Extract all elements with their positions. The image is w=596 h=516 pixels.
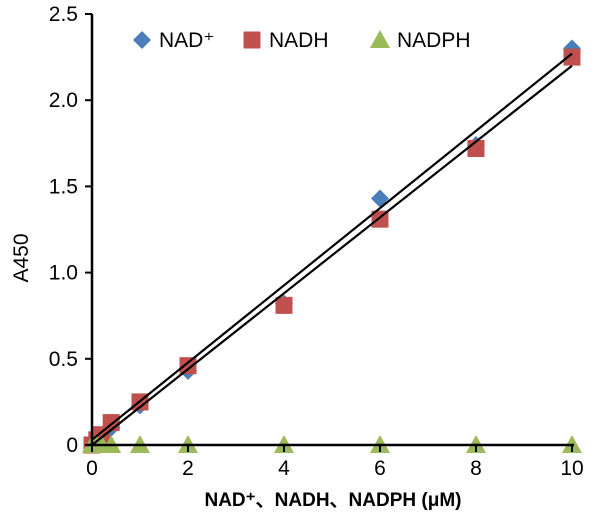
- y-tick-label: 0.5: [49, 348, 78, 371]
- y-tick-label: 1.5: [49, 175, 78, 198]
- legend-item: NADPH: [370, 29, 471, 52]
- legend-label: NAD⁺: [159, 29, 214, 52]
- y-axis-title: A450: [10, 233, 33, 282]
- legend-label: NADH: [269, 29, 329, 52]
- data-point: [179, 357, 197, 375]
- x-axis: 0 2 4 6 8 10: [86, 443, 584, 480]
- trendline: [91, 64, 573, 446]
- legend-marker-diamond: [133, 31, 151, 49]
- legend-item: NADH: [243, 29, 329, 52]
- legend-item: NAD⁺: [133, 29, 214, 52]
- trendline: [91, 52, 573, 441]
- x-tick-label: 8: [470, 457, 482, 480]
- x-tick-label: 4: [278, 457, 290, 480]
- data-point: [275, 296, 293, 314]
- x-tick-label: 0: [86, 457, 98, 480]
- y-tick-label: 0: [66, 434, 78, 457]
- data-point: [563, 48, 581, 66]
- y-tick-label: 1.0: [49, 262, 78, 285]
- legend: NAD⁺ NADH NADPH: [133, 29, 471, 52]
- plot-area: [82, 39, 582, 454]
- data-point: [371, 189, 389, 208]
- y-tick-label: 2.5: [49, 3, 78, 26]
- legend-label: NADPH: [397, 29, 471, 52]
- legend-marker-triangle: [370, 30, 390, 48]
- legend-marker-square: [243, 31, 261, 49]
- x-axis-title: NAD⁺、NADH、NADPH (μM): [204, 490, 461, 511]
- y-axis: 0 0.5 1.0 1.5 2.0 2.5: [49, 3, 94, 457]
- x-tick-label: 2: [182, 457, 194, 480]
- x-tick-label: 10: [560, 457, 583, 480]
- y-tick-label: 2.0: [49, 89, 78, 112]
- x-tick-label: 6: [374, 457, 386, 480]
